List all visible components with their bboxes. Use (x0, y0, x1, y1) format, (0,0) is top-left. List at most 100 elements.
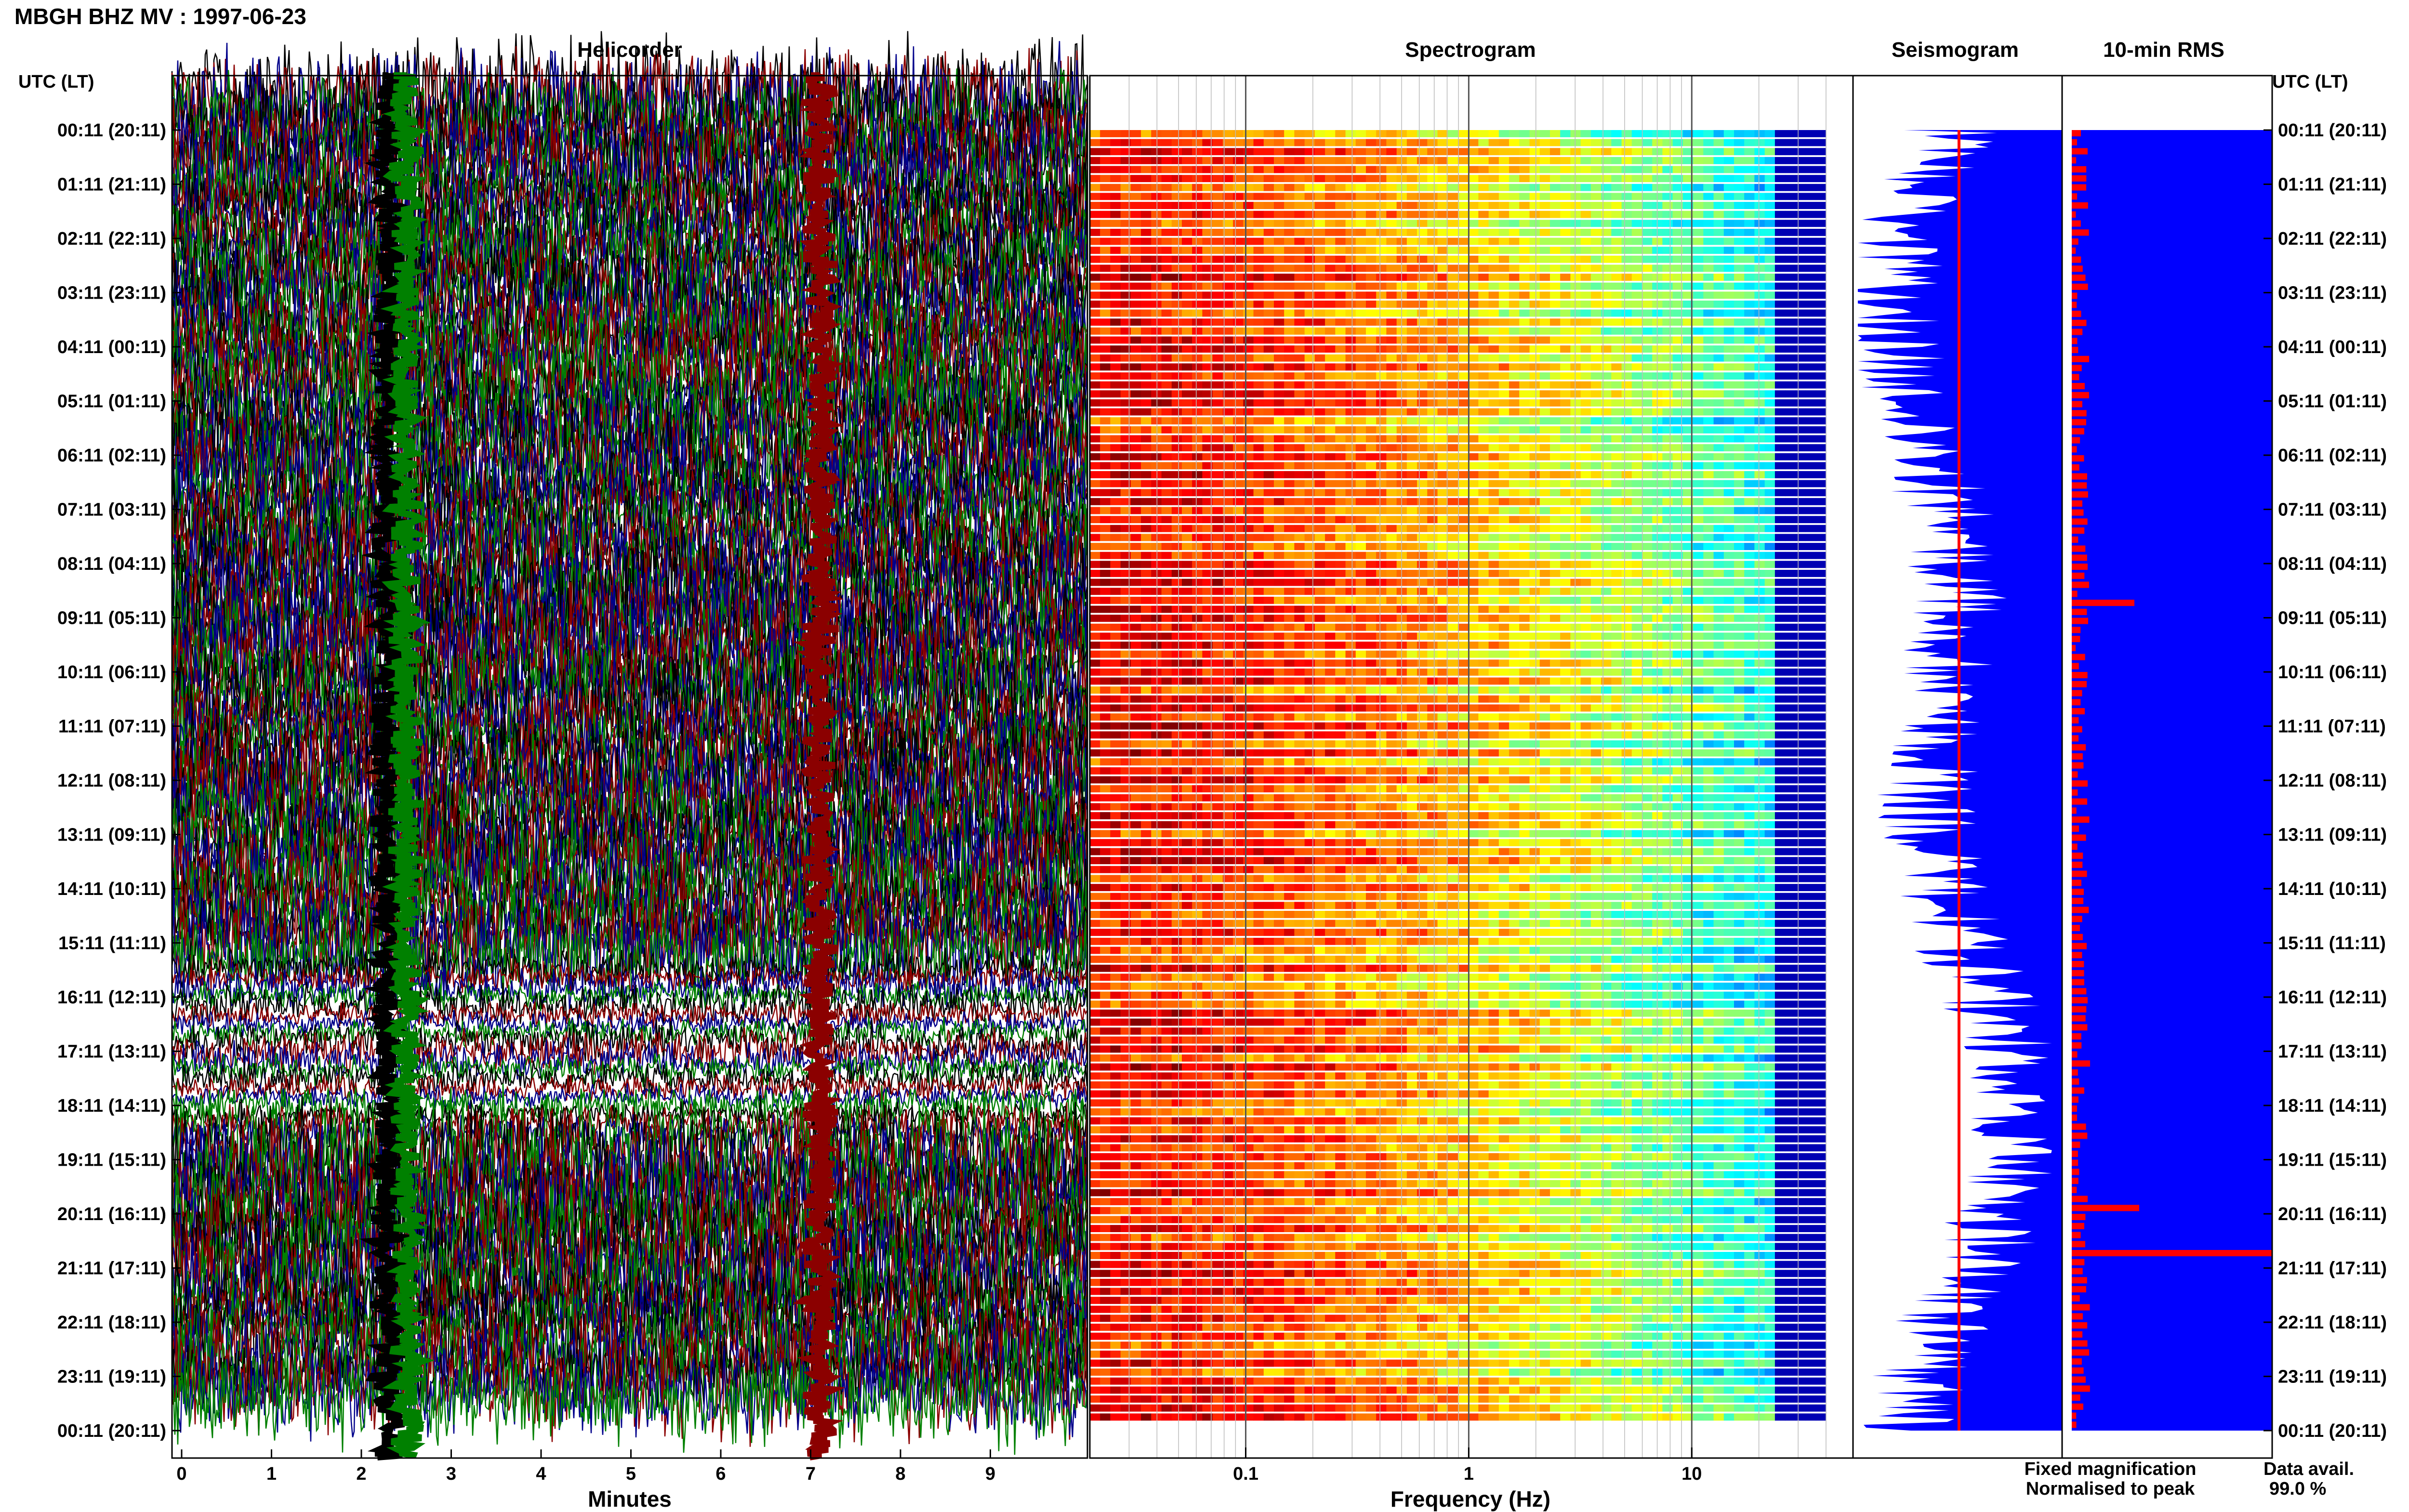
helicorder-x-tick: 5 (626, 1464, 636, 1484)
left-row-label: 17:11 (13:11) (57, 1042, 166, 1062)
rms-bar (2072, 933, 2083, 940)
right-row-label: 14:11 (10:11) (2278, 879, 2387, 899)
rms-bar (2072, 708, 2085, 715)
rms-bar (2072, 401, 2082, 408)
rms-bar (2072, 338, 2078, 344)
left-axis-header: UTC (LT) (18, 72, 94, 92)
rms-bar (2072, 979, 2084, 986)
rms-bar (2072, 1322, 2088, 1329)
helicorder-x-tick: 2 (356, 1464, 366, 1484)
helicorder-panel (171, 31, 1088, 1460)
rms-bar (2072, 157, 2077, 164)
right-row-label: 15:11 (11:11) (2278, 933, 2386, 954)
helicorder-x-tick: 8 (895, 1464, 905, 1484)
rms-bar (2072, 1421, 2077, 1428)
rms-bar (2072, 608, 2087, 615)
rms-bar (2072, 816, 2090, 823)
rms-bar (2072, 410, 2087, 417)
rms-bar (2072, 897, 2084, 904)
rms-bar (2072, 491, 2088, 498)
helicorder-trace (171, 982, 1088, 1029)
rms-bar (2072, 130, 2081, 137)
rms-bar (2072, 1150, 2078, 1157)
right-row-label: 23:11 (19:11) (2278, 1367, 2387, 1387)
rms-bar (2072, 1078, 2079, 1085)
rms-bar (2072, 1286, 2086, 1293)
helicorder-trace (171, 910, 1088, 1007)
right-row-label: 00:11 (20:11) (2278, 120, 2387, 141)
data-avail-label: Data avail. (2263, 1459, 2354, 1479)
right-row-label: 02:11 (22:11) (2278, 229, 2387, 249)
left-row-label: 07:11 (03:11) (57, 500, 166, 520)
left-row-label: 15:11 (11:11) (58, 933, 166, 954)
rms-bar (2072, 581, 2089, 588)
rms-bar (2072, 771, 2078, 778)
rms-bar (2072, 202, 2088, 209)
left-row-label: 10:11 (06:11) (57, 662, 166, 683)
rms-bar (2072, 672, 2088, 679)
left-row-label: 02:11 (22:11) (57, 229, 166, 249)
rms-bar (2072, 392, 2089, 398)
rms-bar (2072, 383, 2085, 390)
rms-bar (2072, 1223, 2084, 1229)
rms-bar (2072, 717, 2079, 723)
rms-bar (2072, 1214, 2086, 1221)
rms-bar (2072, 1024, 2088, 1031)
spectrogram-panel (1089, 75, 1854, 1459)
rms-bar (2072, 1069, 2078, 1076)
rms-bar (2072, 148, 2088, 155)
rms-bar (2072, 1186, 2077, 1193)
rms-bar (2072, 455, 2084, 462)
rms-bar (2072, 853, 2083, 859)
left-row-label: 22:11 (18:11) (57, 1313, 166, 1333)
spectrogram-x-tick: 10 (1681, 1464, 1702, 1484)
left-row-label: 05:11 (01:11) (57, 392, 166, 412)
helicorder-x-tick: 7 (806, 1464, 816, 1484)
spectrogram-x-label: Frequency (Hz) (1390, 1486, 1550, 1512)
helicorder-trace (171, 1000, 1088, 1029)
right-row-label: 07:11 (03:11) (2278, 500, 2387, 520)
right-row-label: 18:11 (14:11) (2278, 1096, 2387, 1116)
legend-fixed-magnification: Fixed magnification (2025, 1459, 2197, 1479)
right-row-label: 22:11 (18:11) (2278, 1313, 2387, 1333)
helicorder-x-tick: 0 (176, 1464, 186, 1484)
helicorder-x-ticks: 0 1 2 3 4 5 6 7 8 9 (176, 1449, 995, 1484)
rms-bar (2072, 482, 2087, 489)
rms-bar (2072, 834, 2086, 841)
rms-bar (2072, 1295, 2080, 1302)
helicorder-trace (171, 1199, 1088, 1330)
right-row-labels: 00:11 (20:11) 01:11 (21:11) 02:11 (22:11) 0… (2263, 120, 2387, 1441)
helicorder-trace (171, 869, 1088, 956)
right-row-label: 09:11 (05:11) (2278, 608, 2387, 629)
helicorder-trace (171, 1016, 1087, 1051)
rms-bar (2072, 1169, 2079, 1175)
left-row-label: 16:11 (12:11) (57, 987, 166, 1008)
right-row-label: 11:11 (07:11) (2278, 717, 2386, 737)
rms-bar (2072, 627, 2081, 633)
left-row-label: 14:11 (10:11) (57, 879, 166, 899)
left-row-label: 11:11 (07:11) (58, 717, 166, 737)
rms-bar (2072, 970, 2084, 976)
helicorder-trace (171, 1073, 1088, 1105)
rms-bar (2072, 464, 2079, 471)
rms-bar (2072, 1105, 2077, 1112)
rms-bar (2072, 1241, 2085, 1248)
left-row-label: 12:11 (08:11) (57, 771, 166, 791)
helicorder-trace (171, 729, 1088, 823)
helicorder-events (359, 72, 846, 1460)
left-row-label: 00:11 (20:11) (57, 120, 166, 141)
spectrogram-x-tick: 0.1 (1233, 1464, 1258, 1484)
rms-bar (2072, 1385, 2090, 1392)
right-row-label: 08:11 (04:11) (2278, 554, 2387, 574)
right-row-label: 21:11 (17:11) (2278, 1259, 2387, 1279)
rms-bar (2072, 591, 2078, 597)
rms-bar (2072, 536, 2078, 543)
helicorder-traces (171, 31, 1088, 1455)
left-row-label: 09:11 (05:11) (57, 608, 166, 629)
rms-bar (2072, 1268, 2083, 1275)
right-row-label: 06:11 (02:11) (2278, 446, 2387, 466)
rms-bar (2072, 527, 2085, 534)
rms-bar (2072, 446, 2077, 453)
helicorder-trace (171, 592, 1088, 727)
rms-bar (2072, 275, 2086, 281)
